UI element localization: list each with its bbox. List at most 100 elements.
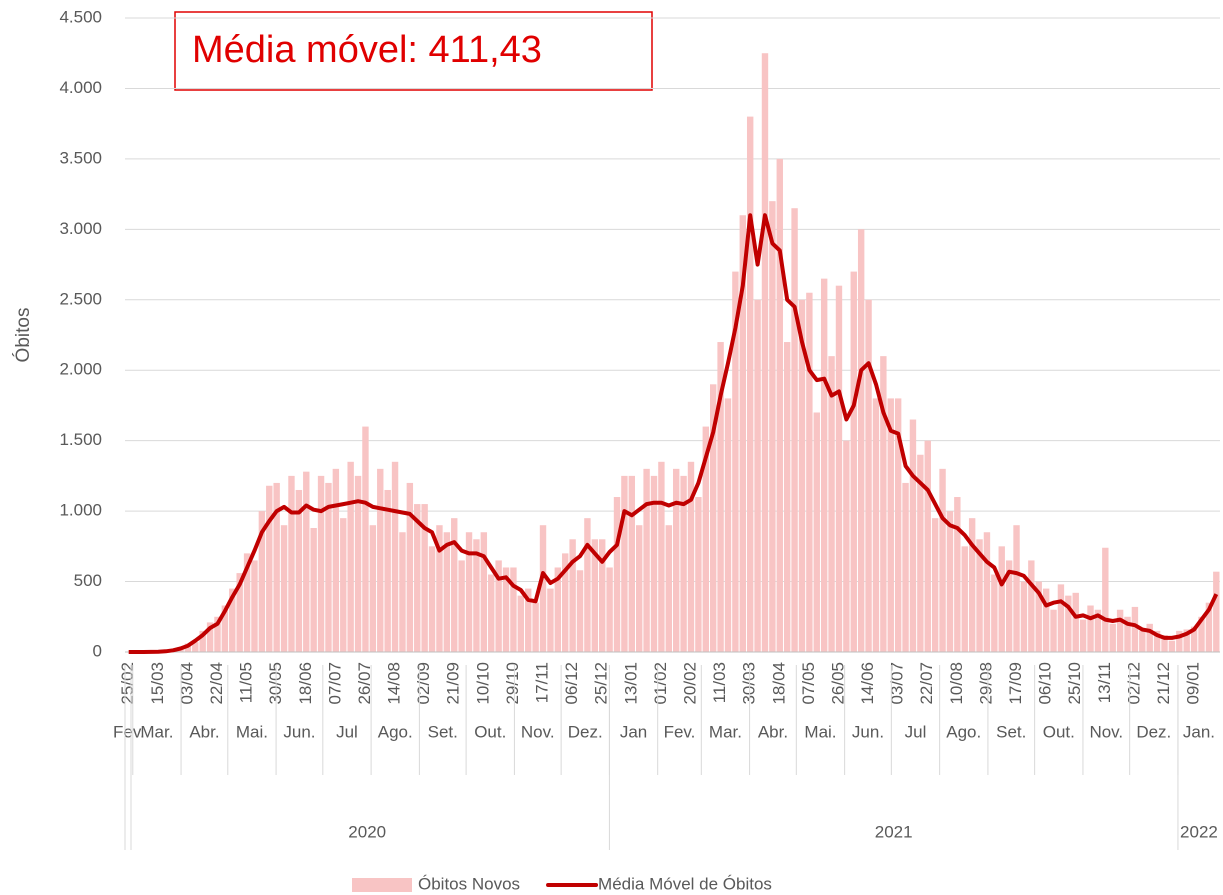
bar [880,356,887,652]
bar [488,574,495,652]
x-tick-label: 09/01 [1184,662,1203,705]
bar [1124,616,1131,652]
bar [820,278,828,652]
bar [465,532,473,652]
bar [1079,619,1087,652]
bar [806,292,813,652]
bar [902,482,909,652]
bar [280,525,288,652]
bar [769,201,776,652]
month-label: Out. [1043,722,1075,741]
bar [850,271,857,652]
year-label: 2022 [1180,822,1218,841]
bar [347,461,354,652]
bar [1102,547,1109,652]
month-label: Jul [336,722,358,741]
bar [1072,592,1079,652]
bar [761,53,769,652]
month-label: Jan [620,722,647,741]
bar [1153,630,1161,652]
bar [1020,581,1028,652]
bar [798,299,806,652]
month-label: Nov. [521,722,555,741]
x-tick-label: 10/08 [947,662,966,705]
x-tick-label: 01/02 [651,662,670,705]
bar [1176,630,1183,652]
bar [340,518,347,652]
month-label: Jun. [283,722,315,741]
month-label: Jun. [852,722,884,741]
x-tick-label: 21/12 [1154,662,1173,705]
bar [1028,560,1035,652]
y-tick-label: 2.000 [59,360,102,379]
x-tick-label: 25/12 [592,662,611,705]
month-label: Fev. [664,722,696,741]
bar [584,518,591,652]
moving-average-line [128,213,1219,654]
bar [1205,602,1213,652]
bar [976,539,983,652]
bar [428,546,436,652]
bar [1094,609,1102,652]
bar [569,539,576,652]
bar [1013,525,1020,652]
bar [451,518,458,652]
bar [599,539,606,652]
bar [783,342,791,652]
bar [961,546,968,652]
bar [591,539,599,652]
bar [1087,605,1094,652]
x-tick-label: 06/12 [562,662,581,705]
bar [436,525,443,652]
x-tick-label: 20/02 [680,662,699,705]
month-label: Jul [905,722,927,741]
x-tick-label: 11/03 [710,662,729,703]
month-label: Mai. [804,722,836,741]
bar [1035,581,1042,652]
x-tick-label: 22/04 [207,662,226,705]
month-label: Mar. [709,722,742,741]
legend-label: Média Móvel de Óbitos [598,874,772,893]
bar [606,567,613,652]
month-label: Out. [474,722,506,741]
bar [510,567,517,652]
bar [709,384,717,652]
bar [206,622,214,652]
bar [954,497,961,652]
bar [317,475,325,652]
legend-label: Óbitos Novos [418,874,520,893]
bar [1109,623,1116,652]
bar [369,525,377,652]
bar [650,475,658,652]
bar [702,426,709,652]
bar [724,398,732,652]
bar [406,482,414,652]
x-tick-label: 29/08 [976,662,995,705]
bar [251,560,258,652]
bar [236,573,243,652]
bar [229,588,236,652]
x-tick-label: 22/07 [917,662,936,705]
month-label: Set. [996,722,1026,741]
y-axis-label: Óbitos [12,308,34,363]
x-tick-label: 26/07 [355,662,374,705]
bar [1198,616,1205,652]
bar [495,560,502,652]
bar [539,525,547,652]
bar [991,574,998,652]
bar [628,475,636,652]
bar [894,398,902,652]
bar [673,468,680,652]
x-tick-label: 02/09 [414,662,433,705]
annotation-box [174,11,653,91]
bar [998,546,1005,652]
bar [554,567,562,652]
y-tick-label: 2.500 [59,289,102,308]
x-tick-label: 21/09 [444,662,463,705]
y-tick-label: 3.000 [59,219,102,238]
x-tick-label: 03/07 [888,662,907,705]
bar [1065,595,1072,652]
bar [273,482,280,652]
x-tick-label: 18/04 [769,662,788,705]
x-tick-label: 26/05 [828,662,847,705]
